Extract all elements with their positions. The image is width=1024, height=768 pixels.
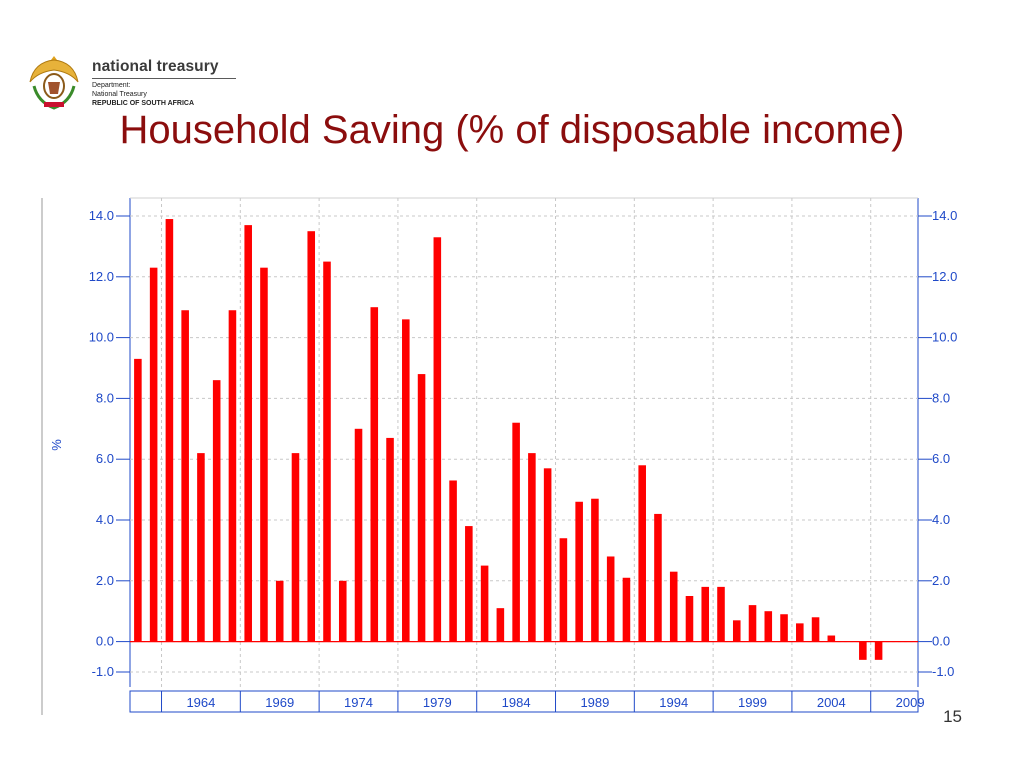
- bar: [748, 605, 757, 642]
- bar: [386, 437, 394, 642]
- bar: [717, 586, 725, 642]
- page-number: 15: [943, 707, 962, 726]
- bar: [764, 611, 773, 642]
- x-tick-label: 1984: [502, 695, 531, 710]
- logo-line-treasury: National Treasury: [92, 91, 147, 98]
- y-tick-label-right: 12.0: [932, 269, 957, 284]
- bar: [669, 571, 678, 642]
- bar: [244, 225, 252, 642]
- y-tick-label-left: 0.0: [96, 634, 114, 649]
- bar: [402, 319, 410, 642]
- x-tick-label: 1969: [265, 695, 294, 710]
- bar: [197, 453, 205, 642]
- bar: [606, 556, 615, 642]
- bar: [323, 261, 331, 642]
- bar: [827, 635, 836, 642]
- bar: [212, 380, 221, 642]
- y-tick-label-left: 6.0: [96, 451, 114, 466]
- y-axis-label: %: [49, 439, 64, 451]
- y-tick-label-right: 6.0: [932, 451, 950, 466]
- bar: [559, 538, 568, 642]
- logo-divider: [92, 78, 236, 79]
- x-axis-band: [129, 690, 919, 713]
- bar: [528, 453, 536, 642]
- bar: [496, 608, 505, 642]
- bar: [275, 580, 284, 642]
- x-tick-label: 2009: [896, 695, 925, 710]
- bar: [874, 641, 883, 660]
- bar: [307, 231, 316, 642]
- y-tick-label-left: 14.0: [89, 208, 114, 223]
- bar: [811, 617, 820, 642]
- y-tick-label-right: 2.0: [932, 573, 950, 588]
- bar: [433, 237, 442, 642]
- bar: [575, 501, 583, 642]
- bar: [543, 468, 552, 642]
- bar: [480, 565, 489, 642]
- y-tick-label-left: 12.0: [89, 269, 114, 284]
- national-treasury-logo: national treasury Department: National T…: [24, 52, 244, 116]
- y-tick-label-left: 10.0: [89, 330, 114, 345]
- y-tick-label-right: -1.0: [932, 664, 954, 679]
- bar: [417, 374, 426, 642]
- bar: [685, 596, 694, 642]
- x-tick-label: 1994: [659, 695, 688, 710]
- bar: [465, 526, 473, 642]
- slide-title: Household Saving (% of disposable income…: [119, 108, 905, 152]
- y-tick-label-right: 0.0: [932, 634, 950, 649]
- x-tick-label: 1999: [738, 695, 767, 710]
- logo-brand-text: national treasury: [92, 58, 219, 75]
- logo-line-country: REPUBLIC OF SOUTH AFRICA: [92, 100, 195, 107]
- bar: [654, 513, 662, 642]
- bar: [338, 580, 347, 642]
- bar: [701, 586, 710, 642]
- bar: [134, 358, 142, 642]
- y-tick-label-right: 4.0: [932, 512, 950, 527]
- bar: [732, 620, 741, 642]
- bar: [859, 641, 867, 660]
- bar: [354, 428, 363, 642]
- bar: [228, 310, 237, 642]
- bar: [622, 577, 631, 642]
- y-tick-label-left: 2.0: [96, 573, 114, 588]
- bar: [260, 267, 268, 642]
- x-tick-label: 1964: [186, 695, 215, 710]
- y-tick-label-left: -1.0: [92, 664, 114, 679]
- x-tick-label: 1974: [344, 695, 373, 710]
- coat-of-arms-icon: [29, 56, 79, 110]
- y-tick-label-right: 10.0: [932, 330, 957, 345]
- y-tick-label-left: 4.0: [96, 512, 114, 527]
- bar: [370, 307, 379, 642]
- y-tick-label-right: 8.0: [932, 390, 950, 405]
- x-tick-label: 1989: [580, 695, 609, 710]
- y-tick-label-left: 8.0: [96, 390, 114, 405]
- y-tick-label-right: 14.0: [932, 208, 957, 223]
- x-tick-label: 1979: [423, 695, 452, 710]
- bar: [291, 453, 300, 642]
- bar: [149, 267, 158, 642]
- bar: [449, 480, 457, 642]
- bar: [165, 219, 174, 642]
- bar: [181, 310, 189, 642]
- logo-line-department: Department:: [92, 82, 131, 89]
- bar: [796, 623, 804, 642]
- bar: [591, 498, 599, 642]
- bar: [512, 422, 520, 642]
- x-tick-label: 2004: [817, 695, 846, 710]
- bar: [780, 614, 788, 642]
- bar: [638, 465, 646, 642]
